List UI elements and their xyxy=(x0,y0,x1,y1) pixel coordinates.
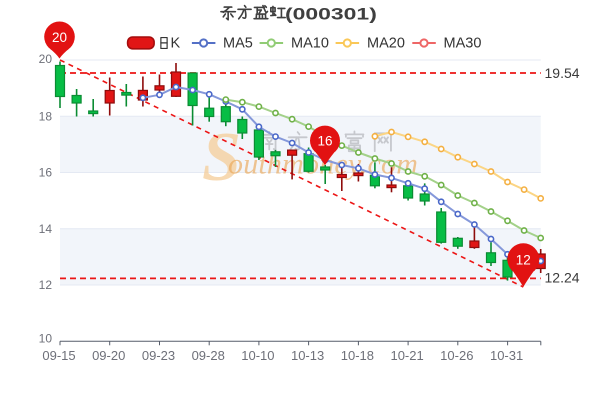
svg-text:20: 20 xyxy=(39,52,53,66)
svg-text:MA30: MA30 xyxy=(444,35,482,51)
svg-text:20: 20 xyxy=(52,30,67,45)
svg-text:MA5: MA5 xyxy=(223,35,253,51)
svg-text:09-15: 09-15 xyxy=(42,348,75,363)
svg-text:12: 12 xyxy=(39,278,53,292)
svg-text:S: S xyxy=(202,119,241,196)
svg-text:10-13: 10-13 xyxy=(291,348,324,363)
svg-text:12.24: 12.24 xyxy=(545,270,580,286)
svg-text:16: 16 xyxy=(317,134,332,149)
svg-text:10: 10 xyxy=(39,332,53,346)
svg-text:10-26: 10-26 xyxy=(440,348,473,363)
svg-text:K: K xyxy=(171,35,181,51)
svg-text:10-31: 10-31 xyxy=(490,348,523,363)
svg-text:10-21: 10-21 xyxy=(390,348,423,363)
svg-text:MA20: MA20 xyxy=(367,35,405,51)
svg-text:09-28: 09-28 xyxy=(192,348,225,363)
svg-text:09-20: 09-20 xyxy=(92,348,125,363)
svg-text:12: 12 xyxy=(516,252,531,267)
svg-text:19.54: 19.54 xyxy=(545,65,580,81)
svg-text:10-18: 10-18 xyxy=(341,348,374,363)
svg-text:MA10: MA10 xyxy=(291,35,329,51)
svg-text:14: 14 xyxy=(39,222,53,236)
svg-text:(000301): (000301) xyxy=(285,5,377,24)
svg-text:09-23: 09-23 xyxy=(142,348,175,363)
svg-text:16: 16 xyxy=(39,166,53,180)
svg-text:18: 18 xyxy=(39,109,53,123)
svg-text:10-10: 10-10 xyxy=(241,348,274,363)
